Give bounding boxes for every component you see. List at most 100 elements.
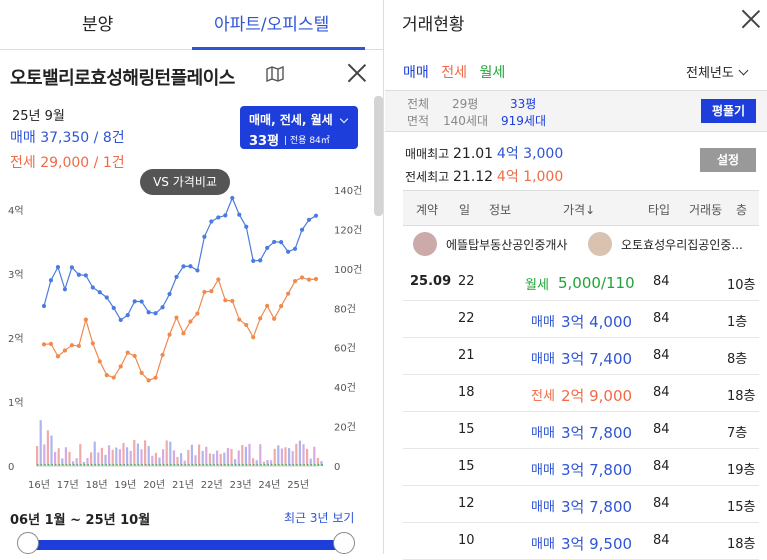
series-point: [265, 245, 270, 250]
pyeong-button[interactable]: 평풀기: [701, 99, 756, 123]
filter-area: | 전용 84㎡: [284, 136, 330, 146]
period-slider[interactable]: [28, 540, 344, 550]
series-point: [313, 213, 319, 218]
series-point: [139, 370, 144, 376]
volume-bar-green: [249, 464, 251, 466]
y-right-tick: 100건: [334, 264, 362, 276]
volume-bar: [280, 448, 283, 466]
info-size-33[interactable]: 33평: [510, 97, 537, 111]
settings-button[interactable]: 설정: [700, 148, 756, 172]
row-floor: 19층: [727, 463, 756, 478]
row-day: 10: [458, 533, 475, 548]
trade-filter-button[interactable]: 매매, 전세, 월세 33평 | 전용 84㎡: [240, 106, 358, 149]
volume-bar-green: [170, 464, 172, 466]
series-point: [118, 317, 123, 323]
slider-end-handle[interactable]: [333, 532, 355, 554]
scrollbar[interactable]: [374, 96, 383, 216]
volume-bar: [46, 430, 49, 466]
series-point: [174, 274, 179, 280]
close-icon[interactable]: [741, 9, 761, 29]
volume-bar: [122, 442, 125, 466]
row-type: 84: [653, 385, 670, 400]
volume-bar: [111, 449, 114, 466]
volume-bar: [115, 447, 118, 466]
row-kind: 매매: [531, 463, 555, 478]
series-point: [146, 310, 151, 315]
volume-bar: [64, 447, 67, 466]
series-point: [244, 224, 249, 229]
series-point: [286, 291, 291, 296]
volume-bar-green: [141, 464, 143, 466]
map-icon[interactable]: [266, 66, 284, 82]
volume-bar: [183, 460, 186, 466]
type-tab-lease[interactable]: 전세: [441, 65, 467, 81]
y-left-tick: 0: [8, 462, 14, 473]
volume-bar-green: [76, 464, 79, 466]
info-size-29[interactable]: 29평: [452, 97, 479, 111]
series-point: [125, 350, 130, 355]
volume-bar: [205, 446, 208, 466]
series-point: [55, 265, 61, 270]
volume-bar: [190, 444, 193, 466]
volume-bar-green: [127, 464, 129, 466]
volume-bar: [169, 441, 172, 466]
x-tick: 23년: [230, 479, 252, 491]
volume-bar: [212, 453, 215, 466]
row-price: 2억 9,000: [561, 387, 633, 405]
close-icon[interactable]: [347, 63, 367, 83]
table-row[interactable]: 12 매매 3억 7,800 84 15층: [403, 486, 759, 523]
row-price: 3억 7,800: [561, 424, 633, 442]
volume-bar-green: [166, 464, 169, 466]
volume-bar-green: [184, 464, 187, 466]
series-point: [104, 373, 109, 378]
series-point: [188, 264, 193, 269]
tab-presale[interactable]: 분양: [82, 15, 114, 35]
table-row[interactable]: 22 매매 3억 4,000 84 1층: [403, 301, 759, 338]
volume-bar: [270, 460, 273, 466]
volume-bar: [288, 448, 291, 466]
series-point: [209, 219, 214, 224]
x-tick: 18년: [86, 479, 108, 491]
row-day: 18: [458, 385, 475, 400]
type-tab-sale[interactable]: 매매: [403, 65, 429, 81]
type-tab-monthly[interactable]: 월세: [479, 65, 506, 81]
compare-button[interactable]: VS 가격비교: [140, 169, 230, 195]
table-row[interactable]: 18 전세 2억 9,000 84 18층: [403, 375, 759, 412]
series-point: [223, 298, 228, 303]
volume-bar-green: [253, 464, 255, 466]
volume-bar: [72, 461, 75, 466]
volume-bar-green: [231, 464, 233, 466]
series-line-0: [43, 196, 317, 321]
y-right-tick: 20건: [334, 422, 356, 434]
table-row[interactable]: 15 매매 3억 7,800 84 19층: [403, 449, 759, 486]
volume-bar: [68, 451, 71, 466]
table-row[interactable]: 10 매매 3억 9,500 84 18층: [403, 523, 759, 560]
table-row[interactable]: 25.09 22 월세 5,000/110 84 10층: [403, 264, 759, 301]
col-floor: 층: [736, 203, 748, 217]
y-right-tick: 120건: [334, 224, 362, 236]
table-row[interactable]: 21 매매 3억 7,400 84 8층: [403, 338, 759, 375]
slider-start-handle[interactable]: [17, 532, 39, 554]
volume-bar: [316, 457, 319, 466]
price-chart: 0 1억 2억 3억 4억 0 20건 40건 60건 80건 100건 120건 140건 16년 17년…: [8, 185, 362, 491]
y-left-tick: 3억: [8, 269, 24, 281]
series-point: [299, 275, 305, 280]
col-price[interactable]: 가격↓: [563, 203, 596, 217]
series-point: [258, 258, 263, 263]
volume-bar-green: [109, 464, 111, 466]
volume-bar: [262, 461, 265, 466]
volume-bar-green: [267, 464, 269, 466]
volume-bar: [36, 446, 39, 466]
row-day: 12: [458, 496, 475, 511]
row-day: 15: [458, 422, 475, 437]
series-point: [306, 217, 312, 222]
year-filter[interactable]: 전체년도: [686, 62, 749, 81]
volume-bar: [216, 450, 219, 466]
volume-bar: [259, 444, 262, 466]
volume-bar-green: [292, 464, 295, 466]
table-row[interactable]: 15 매매 3억 7,800 84 7층: [403, 412, 759, 449]
recent-3y-link[interactable]: 최근 3년 보기: [284, 511, 355, 525]
tab-apartment[interactable]: 아파트/오피스텔: [214, 15, 330, 35]
filter-size: 33평: [249, 134, 280, 149]
filter-types: 매매, 전세, 월세: [249, 111, 349, 128]
